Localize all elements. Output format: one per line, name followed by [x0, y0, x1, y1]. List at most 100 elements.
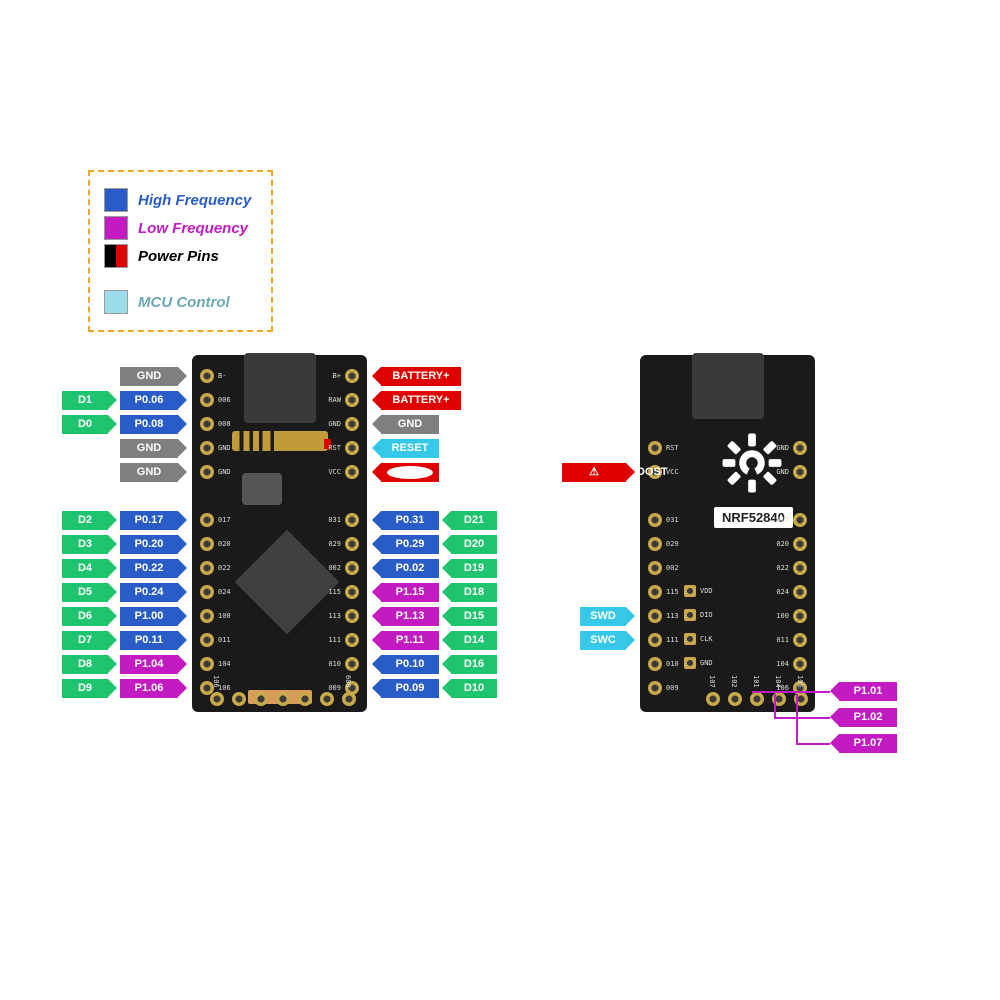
- pin-label: D20: [451, 535, 497, 554]
- silkscreen-text: 111: [328, 636, 341, 644]
- pad: [345, 441, 359, 455]
- pad: [200, 633, 214, 647]
- pin-label: D9: [62, 679, 108, 698]
- pad: [793, 537, 807, 551]
- legend-item: Power Pins: [104, 244, 251, 268]
- silkscreen-text: 020: [218, 540, 231, 548]
- pad: [200, 537, 214, 551]
- pin-label: P0.20: [120, 535, 178, 554]
- pad: [232, 692, 246, 706]
- pin-label: D10: [451, 679, 497, 698]
- silkscreen-text: GND: [328, 420, 341, 428]
- pad: [320, 692, 334, 706]
- silkscreen-text: VDD: [700, 587, 713, 595]
- silkscreen-text: 011: [776, 636, 789, 644]
- legend-label: High Frequency: [138, 192, 251, 209]
- pin-label: P1.04: [120, 655, 178, 674]
- pad: [210, 692, 224, 706]
- silkscreen-text: RAW: [328, 396, 341, 404]
- pin-label: D1: [62, 391, 108, 410]
- silkscreen-text: 009: [666, 684, 679, 692]
- pin-label: P0.22: [120, 559, 178, 578]
- silkscreen-text: 010: [666, 660, 679, 668]
- silkscreen-text: 029: [328, 540, 341, 548]
- silkscreen-text: 020: [776, 540, 789, 548]
- pin-label: GND: [120, 439, 178, 458]
- pin-label: P0.24: [120, 583, 178, 602]
- pad: [793, 657, 807, 671]
- silkscreen-text: 102: [730, 675, 738, 688]
- silkscreen-text: 010: [328, 660, 341, 668]
- mcu-chip: [235, 530, 340, 635]
- pin-label: D19: [451, 559, 497, 578]
- legend-swatch: [104, 188, 128, 212]
- pad: [342, 692, 356, 706]
- silkscreen-text: 017: [218, 516, 231, 524]
- pad: [728, 692, 742, 706]
- silkscreen-text: GND: [700, 659, 713, 667]
- pin-label: i3.3V: [381, 463, 439, 482]
- pin-label: D2: [62, 511, 108, 530]
- callout-line: [796, 694, 798, 743]
- silkscreen-text: 029: [666, 540, 679, 548]
- pad: [648, 609, 662, 623]
- pin-label: P0.31: [381, 511, 439, 530]
- pad: [345, 609, 359, 623]
- pad: [648, 585, 662, 599]
- silkscreen-text: 115: [666, 588, 679, 596]
- pad: [345, 585, 359, 599]
- pad: [345, 369, 359, 383]
- callout-line: [796, 743, 830, 745]
- pad: [345, 633, 359, 647]
- pin-label: P1.07: [839, 734, 897, 753]
- pin-label: D15: [451, 607, 497, 626]
- silkscreen-text: 111: [666, 636, 679, 644]
- silkscreen-text: 104: [776, 660, 789, 668]
- pad: [793, 609, 807, 623]
- pad: [793, 561, 807, 575]
- pad: [200, 513, 214, 527]
- callout-line: [774, 717, 830, 719]
- pin-label: P1.01: [839, 682, 897, 701]
- swd-pad: [684, 657, 696, 669]
- silkscreen-text: 100: [218, 612, 231, 620]
- pad: [793, 513, 807, 527]
- pin-label: P1.13: [381, 607, 439, 626]
- pin-label: P0.09: [381, 679, 439, 698]
- silkscreen-text: GND: [776, 468, 789, 476]
- pin-label: D0: [62, 415, 108, 434]
- pad: [298, 692, 312, 706]
- pin-label: SWC: [580, 631, 626, 650]
- pad: [648, 633, 662, 647]
- pin-label: P1.11: [381, 631, 439, 650]
- pin-label: RESET: [381, 439, 439, 458]
- oshw-gear-icon: [720, 431, 784, 495]
- pad: [793, 441, 807, 455]
- legend-swatch: [104, 244, 128, 268]
- pad: [200, 585, 214, 599]
- pin-label: P0.11: [120, 631, 178, 650]
- silkscreen-text: 024: [776, 588, 789, 596]
- silkscreen-text: 008: [218, 420, 231, 428]
- pad: [345, 393, 359, 407]
- pad: [276, 692, 290, 706]
- pin-label: D5: [62, 583, 108, 602]
- pin-label: P0.08: [120, 415, 178, 434]
- pad: [200, 417, 214, 431]
- pin-label: GND: [120, 463, 178, 482]
- legend-label: Power Pins: [138, 248, 219, 265]
- callout-line: [774, 694, 776, 717]
- usb-shield: [244, 353, 316, 423]
- legend-item: [104, 272, 251, 286]
- pad: [648, 657, 662, 671]
- silkscreen-text: 106: [212, 675, 220, 688]
- silkscreen-text: VCC: [328, 468, 341, 476]
- silkscreen-text: 011: [218, 636, 231, 644]
- legend-swatch: [104, 290, 128, 314]
- pin-label: D7: [62, 631, 108, 650]
- swd-pad: [684, 633, 696, 645]
- silkscreen-text: 104: [218, 660, 231, 668]
- pin-label: D4: [62, 559, 108, 578]
- pad: [345, 537, 359, 551]
- silkscreen-text: 009: [328, 684, 341, 692]
